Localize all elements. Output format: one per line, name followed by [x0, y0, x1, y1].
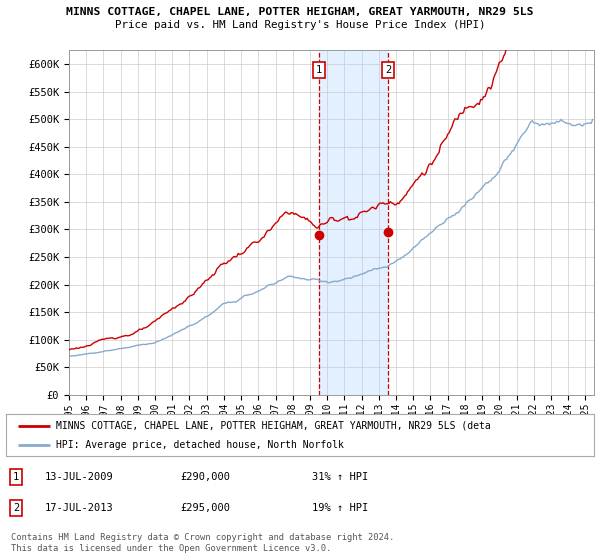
- Text: £290,000: £290,000: [180, 472, 230, 482]
- Text: £295,000: £295,000: [180, 503, 230, 513]
- Text: 2: 2: [13, 503, 19, 513]
- Text: 1: 1: [13, 472, 19, 482]
- Text: Price paid vs. HM Land Registry's House Price Index (HPI): Price paid vs. HM Land Registry's House …: [115, 20, 485, 30]
- Text: 31% ↑ HPI: 31% ↑ HPI: [312, 472, 368, 482]
- Bar: [319, 50, 388, 395]
- Text: 13-JUL-2009: 13-JUL-2009: [45, 472, 114, 482]
- Text: MINNS COTTAGE, CHAPEL LANE, POTTER HEIGHAM, GREAT YARMOUTH, NR29 5LS: MINNS COTTAGE, CHAPEL LANE, POTTER HEIGH…: [66, 7, 534, 17]
- Text: 17-JUL-2013: 17-JUL-2013: [45, 503, 114, 513]
- Text: 1: 1: [316, 65, 322, 74]
- Text: Contains HM Land Registry data © Crown copyright and database right 2024.
This d: Contains HM Land Registry data © Crown c…: [11, 533, 394, 553]
- Text: MINNS COTTAGE, CHAPEL LANE, POTTER HEIGHAM, GREAT YARMOUTH, NR29 5LS (deta: MINNS COTTAGE, CHAPEL LANE, POTTER HEIGH…: [56, 421, 491, 431]
- Text: 2: 2: [385, 65, 391, 74]
- Text: 19% ↑ HPI: 19% ↑ HPI: [312, 503, 368, 513]
- Text: HPI: Average price, detached house, North Norfolk: HPI: Average price, detached house, Nort…: [56, 440, 344, 450]
